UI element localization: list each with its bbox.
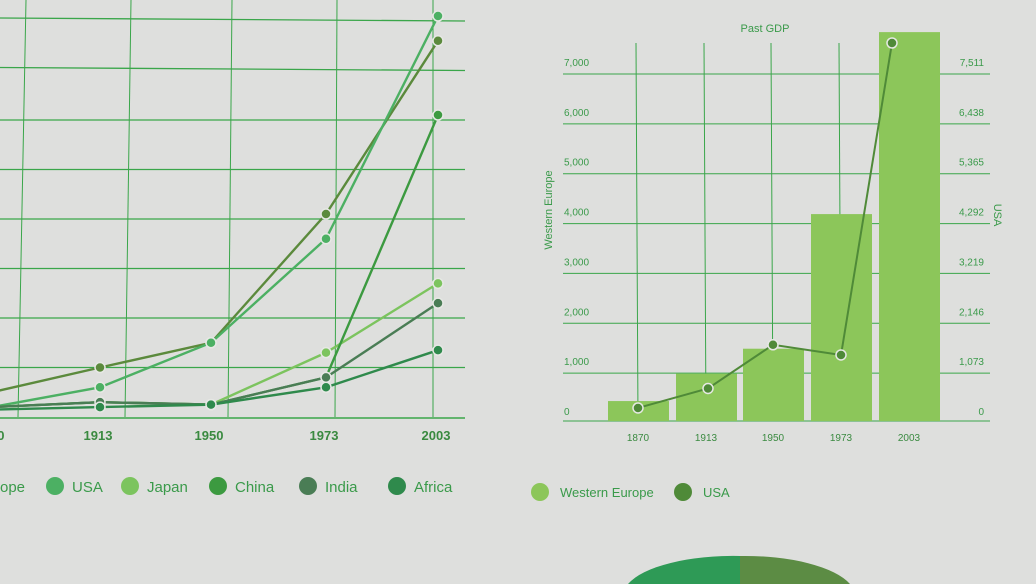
y-tick-label-right: 1,073 (959, 357, 984, 368)
pie-slice (628, 555, 740, 584)
data-point (320, 233, 332, 245)
gridline-vertical (124, 0, 132, 418)
left-line-chart: 1870 1913 1950 1973 2003 rope USA Japan China Ind… (0, 0, 466, 496)
x-tick-label: 1973 (310, 428, 339, 443)
y-tick-label-right: 0 (978, 407, 984, 418)
legend-marker (299, 477, 317, 495)
gridline-vertical (703, 42, 707, 422)
x-tick-label: 1870 (627, 433, 650, 444)
y-tick-label-right: 3,219 (959, 257, 984, 268)
legend-label: India (325, 479, 358, 496)
data-point (702, 382, 714, 395)
y-tick-label-right: 4,292 (959, 208, 984, 219)
data-point (432, 35, 444, 47)
x-tick-label: 1950 (762, 433, 785, 444)
x-tick-label: 2003 (422, 428, 451, 443)
y-tick-label: 0 (564, 407, 570, 418)
legend-label: Western Europe (560, 485, 654, 500)
legend-label: Japan (147, 479, 188, 496)
legend-label: USA (72, 479, 103, 496)
y-tick-label-right: 7,511 (960, 58, 985, 69)
x-tick-label: 1913 (695, 433, 718, 444)
x-tick-label: 1950 (195, 428, 224, 443)
data-point (432, 10, 444, 22)
y-axis-label-right: USA (991, 204, 1003, 227)
data-point (432, 344, 444, 356)
pie-slice (740, 555, 850, 584)
y-tick-label: 7,000 (564, 58, 589, 69)
data-point (94, 401, 106, 413)
legend-marker (121, 477, 139, 495)
legend-marker (388, 477, 406, 495)
y-tick-label: 2,000 (564, 307, 589, 318)
gridline-vertical (635, 42, 639, 422)
data-point (94, 361, 106, 374)
y-tick-label: 6,000 (564, 108, 589, 119)
y-tick-label: 4,000 (564, 208, 589, 219)
data-point (205, 398, 217, 411)
legend-label: Africa (414, 479, 453, 496)
gridline (0, 66, 466, 72)
data-point (767, 339, 779, 351)
gridline (0, 17, 466, 22)
data-point (432, 277, 444, 290)
chart-title: Past GDP (741, 23, 790, 35)
data-point (432, 297, 444, 309)
legend-label: USA (703, 485, 730, 500)
legend-marker (209, 477, 227, 495)
bar (676, 373, 737, 421)
bar (879, 32, 940, 421)
data-point (320, 346, 332, 359)
legend-label: China (235, 479, 275, 496)
data-point (320, 381, 332, 394)
legend-marker (46, 477, 64, 495)
data-point (94, 381, 106, 394)
data-point (320, 208, 332, 220)
y-tick-label-right: 2,146 (959, 307, 984, 318)
y-tick-label: 1,000 (564, 357, 589, 368)
x-tick-label: 2003 (898, 433, 921, 444)
y-tick-label-right: 5,365 (959, 158, 984, 169)
bar (743, 348, 804, 421)
data-point (432, 109, 444, 121)
y-tick-label: 5,000 (564, 158, 589, 169)
gridline-vertical (227, 0, 233, 418)
x-tick-label: 1973 (830, 433, 853, 444)
data-point (632, 402, 644, 414)
x-tick-label: 1913 (84, 428, 113, 443)
data-point (835, 349, 847, 361)
y-axis-label-left: Western Europe (543, 170, 555, 249)
bar (811, 214, 872, 421)
gridline-vertical (17, 0, 27, 418)
data-point (886, 37, 898, 49)
legend-marker (531, 483, 549, 501)
x-tick-label: 1870 (0, 428, 4, 443)
data-point (205, 337, 217, 349)
y-tick-label-right: 6,438 (959, 108, 984, 119)
legend-marker (674, 483, 692, 501)
legend-label: rope (0, 479, 25, 496)
y-tick-label: 3,000 (564, 257, 589, 268)
